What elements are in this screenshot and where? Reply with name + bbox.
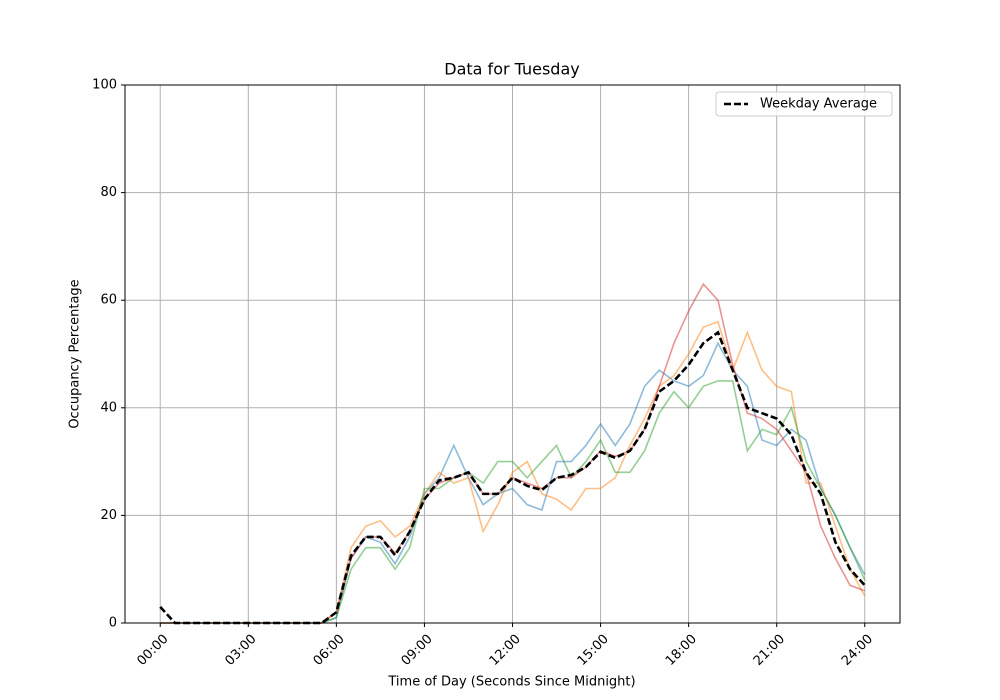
x-tick-label: 00:00 [134,632,171,669]
y-tick-label: 0 [109,616,117,631]
x-tick-label: 06:00 [311,632,348,669]
x-tick-label: 15:00 [575,632,612,669]
x-tick-label: 12:00 [487,632,524,669]
x-tick-label: 18:00 [663,632,700,669]
chart-title: Data for Tuesday [444,60,579,79]
y-axis-label: Occupancy Percentage [68,279,83,428]
x-axis-label: Time of Day (Seconds Since Midnight) [387,675,635,690]
x-tick-label: 03:00 [222,632,259,669]
y-tick-label: 100 [92,78,117,93]
x-tick-label: 24:00 [839,632,876,669]
legend: Weekday Average [715,91,893,117]
x-tick-label: 09:00 [399,632,436,669]
legend-label: Weekday Average [760,97,877,112]
y-tick-label: 20 [100,508,117,523]
y-tick-label: 60 [100,293,117,308]
y-tick-label: 80 [100,185,117,200]
grid [125,84,900,624]
legend-box [715,91,893,117]
x-tick-label: 21:00 [751,632,788,669]
y-tick-label: 40 [100,400,117,415]
